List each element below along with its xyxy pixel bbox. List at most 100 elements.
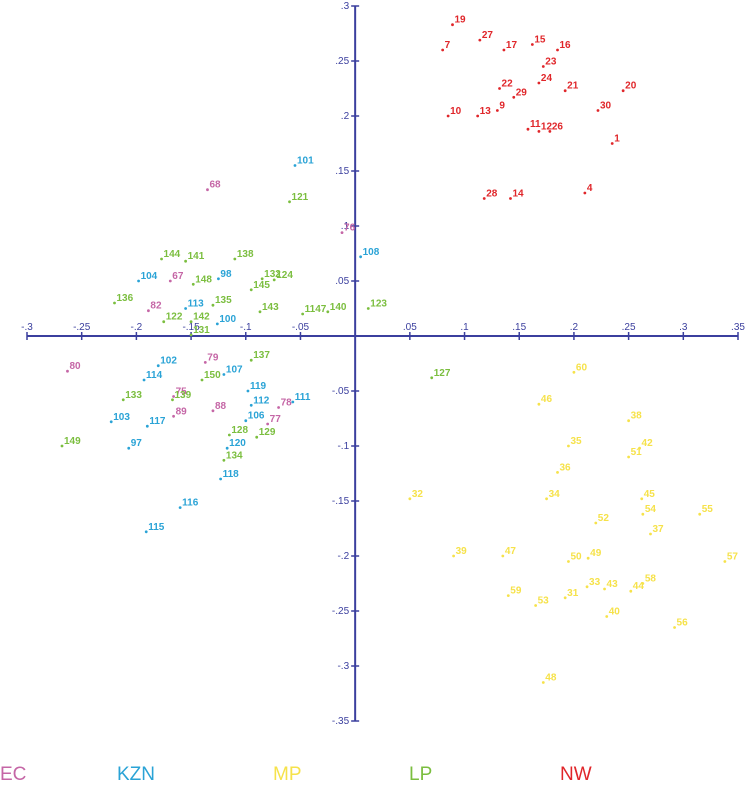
point-label: 53 — [538, 596, 550, 607]
point-label: 4 — [587, 183, 593, 194]
data-point — [211, 303, 215, 307]
data-point — [162, 320, 166, 324]
point-label: 77 — [270, 414, 282, 425]
point-label: 57 — [727, 552, 739, 563]
point-label: 117 — [149, 416, 166, 427]
data-point — [541, 65, 545, 68]
point-label: 131 — [193, 325, 210, 336]
y-tick-label: .2 — [341, 111, 350, 122]
data-point — [168, 279, 172, 283]
point-label: 56 — [677, 618, 689, 629]
point-label: 39 — [456, 546, 468, 557]
y-tick-label: .1 — [341, 221, 350, 232]
point-label: 12 — [541, 121, 553, 132]
series-ec: 68 76 67 82 80 79 78 77 88 89 75 — [66, 180, 356, 426]
y-tick-label: -.15 — [332, 496, 350, 507]
data-point — [160, 257, 163, 261]
point-label: 27 — [482, 30, 494, 41]
point-label: 136 — [117, 293, 134, 304]
x-tick-label: -.15 — [182, 322, 200, 333]
legend-ec: EC — [0, 764, 27, 785]
point-label: 36 — [560, 462, 572, 473]
data-point — [184, 259, 188, 263]
point-label: 40 — [609, 607, 621, 618]
data-point — [277, 406, 280, 409]
point-label: 79 — [207, 352, 219, 363]
y-tick-label: .25 — [335, 56, 349, 67]
data-point — [249, 358, 253, 362]
data-point — [452, 554, 455, 558]
data-point — [60, 444, 64, 448]
point-label: 123 — [370, 299, 387, 310]
data-point — [498, 87, 501, 90]
data-point — [610, 142, 614, 145]
data-point — [594, 521, 598, 525]
data-point — [211, 409, 215, 413]
point-label: 20 — [625, 81, 637, 92]
legend-mp: MP — [273, 764, 302, 785]
point-label: 140 — [330, 302, 347, 313]
data-point — [537, 130, 541, 133]
data-point — [509, 197, 512, 200]
data-point — [172, 414, 175, 418]
x-tick-label: -.1 — [240, 322, 252, 333]
data-point — [530, 43, 534, 46]
point-label: 89 — [176, 406, 188, 417]
point-label: 58 — [645, 574, 657, 585]
data-point — [506, 594, 510, 597]
data-point — [537, 402, 541, 406]
data-point — [249, 403, 253, 407]
point-label: 60 — [576, 362, 588, 373]
data-point — [603, 587, 606, 591]
point-label: 23 — [545, 57, 557, 68]
data-point — [326, 310, 330, 314]
data-point — [605, 615, 609, 618]
data-point — [178, 506, 182, 509]
data-point — [567, 444, 570, 448]
data-point — [109, 420, 113, 424]
data-point — [556, 471, 559, 474]
point-label: 21 — [567, 81, 579, 92]
point-label: 138 — [237, 249, 254, 260]
point-label: 14 — [512, 189, 524, 200]
data-point — [219, 477, 223, 481]
data-point — [189, 320, 193, 324]
x-tick-label: .25 — [622, 322, 636, 333]
point-label: 127 — [434, 368, 451, 379]
point-label: 82 — [150, 301, 162, 312]
point-label: 16 — [560, 40, 572, 51]
x-tick-label: .35 — [731, 322, 745, 333]
point-label: 137 — [253, 350, 270, 361]
point-label: 116 — [182, 498, 199, 509]
point-label: 17 — [506, 40, 518, 51]
data-point — [244, 419, 248, 423]
data-point — [189, 333, 193, 337]
point-label: 11 — [530, 119, 541, 130]
data-point — [673, 626, 676, 629]
data-point — [272, 278, 276, 282]
data-point — [291, 400, 295, 404]
point-label: 45 — [644, 489, 656, 500]
point-label: 120 — [229, 438, 246, 449]
point-label: 122 — [166, 312, 183, 323]
y-tick-label: .3 — [341, 1, 350, 12]
x-tick-label: -.25 — [73, 322, 91, 333]
point-label: 52 — [598, 513, 610, 524]
x-tick-label: .1 — [460, 322, 469, 333]
point-label: 104 — [141, 271, 158, 282]
x-tick-label: -.2 — [131, 322, 143, 333]
data-point — [147, 309, 150, 313]
x-tick-label: -.05 — [292, 322, 310, 333]
point-label: 80 — [69, 361, 81, 372]
data-point — [66, 369, 69, 373]
point-label: 124 — [276, 270, 293, 281]
data-point — [142, 378, 146, 382]
data-point — [184, 307, 188, 310]
data-point — [641, 582, 645, 585]
data-point — [556, 48, 559, 52]
data-point — [293, 164, 297, 167]
point-label: 10 — [450, 106, 462, 117]
